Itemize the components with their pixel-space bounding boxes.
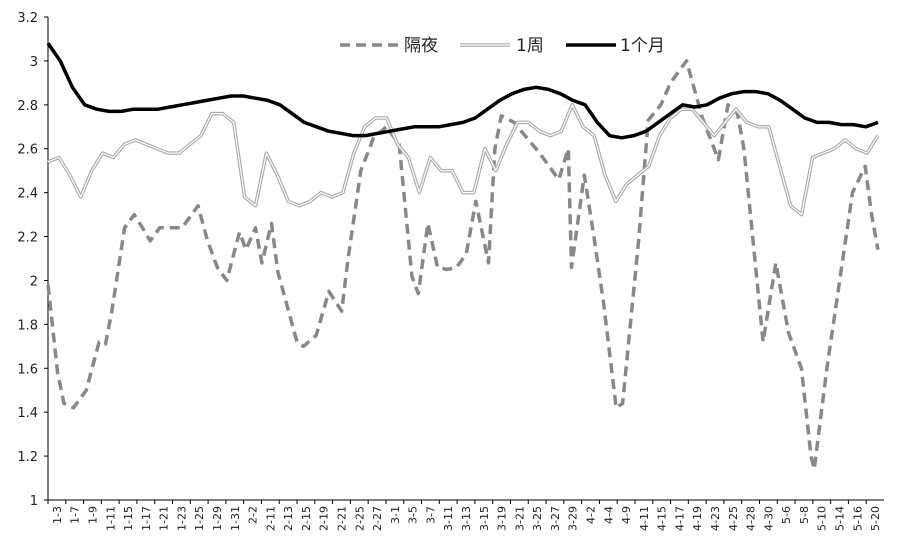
x-tick-label: 3-27 [549,506,562,531]
x-tick-label: 3-19 [496,506,509,531]
x-tick-label: 4-11 [638,506,651,531]
x-tick-label: 4-25 [727,506,740,531]
series-line-overnight [46,59,880,472]
y-tick-label: 2.4 [17,187,38,202]
x-tick-label: 4-9 [620,506,633,524]
y-tick-label: 1.6 [17,362,38,377]
y-tick-label: 1.4 [17,406,38,421]
x-tick-label: 4-4 [602,506,615,524]
x-tick-label: 3-21 [513,506,526,531]
x-tick-label: 3-5 [407,506,420,524]
legend-label: 1个月 [620,36,665,56]
x-tick-label: 2-25 [353,506,366,531]
x-tick-label: 3-25 [531,506,544,531]
y-tick-label: 3.2 [17,11,38,26]
x-tick-label: 5-14 [834,506,847,531]
x-tick-label: 2-13 [282,506,295,531]
x-tick-label: 2-21 [335,506,348,531]
series-lines [46,42,880,472]
x-tick-label: 3-29 [567,506,580,531]
y-tick-label: 2.6 [17,143,38,158]
x-tick-label: 1-7 [69,506,82,524]
x-tick-label: 2-2 [247,506,260,524]
x-tick-label: 1-23 [175,506,188,531]
y-tick-labels: 1 1.2 1.4 1.6 1.8 2 2.2 2.4 2.6 2.8 3 3.2 [17,11,38,509]
x-tick-label: 5-16 [851,506,864,531]
x-tick-label: 5-10 [816,506,829,531]
y-tick-label: 1.8 [17,318,38,333]
x-tick-label: 2-27 [371,506,384,531]
x-tick-label: 1-11 [104,506,117,531]
x-tick-label: 3-13 [460,506,473,531]
x-tick-label: 5-6 [780,506,793,524]
x-tick-label: 1-25 [193,506,206,531]
x-tick-label: 4-28 [745,506,758,531]
y-tick-label: 2 [30,274,38,289]
x-tick-label: 3-11 [442,506,455,531]
x-tick-label: 3-15 [478,506,491,531]
x-tick-label: 4-15 [656,506,669,531]
x-tick-label: 4-19 [691,506,704,531]
legend-label: 隔夜 [404,36,438,56]
x-tick-label: 1-31 [229,506,242,531]
y-tick-label: 2.8 [17,99,38,114]
x-tick-label: 1-3 [51,506,64,524]
y-tick-label: 1.2 [17,450,38,465]
y-tick-label: 3 [30,55,38,70]
y-tick-label: 1 [30,494,38,509]
legend: 隔夜 1周 1个月 [340,36,665,56]
x-tick-label: 1-21 [158,506,171,531]
x-tick-label: 2-11 [264,506,277,531]
x-tick-label: 5-8 [798,506,811,524]
x-tick-label: 2-19 [318,506,331,531]
x-tick-label: 4-2 [585,506,598,524]
x-tick-label: 4-17 [673,506,686,531]
y-tick-label: 2.2 [17,231,38,246]
x-tick-label: 1-9 [86,506,99,524]
series-line-1month [46,42,879,140]
x-tick-label: 2-15 [300,506,313,531]
axes [44,16,884,504]
x-tick-label: 5-20 [869,506,882,531]
x-tick-label: 3-1 [389,506,402,524]
series-line-1week-inner [47,104,879,216]
x-tick-label: 1-15 [122,506,135,531]
x-tick-label: 1-17 [140,506,153,531]
x-tick-label: 4-30 [762,506,775,531]
legend-label: 1周 [516,36,544,56]
x-tick-label: 4-23 [709,506,722,531]
x-tick-label: 3-7 [424,506,437,524]
x-tick-label: 1-29 [211,506,224,531]
x-tick-labels: 1-3 1-7 1-9 1-11 1-15 1-17 1-21 1-23 1-25 1-29 1-3… [51,506,882,531]
